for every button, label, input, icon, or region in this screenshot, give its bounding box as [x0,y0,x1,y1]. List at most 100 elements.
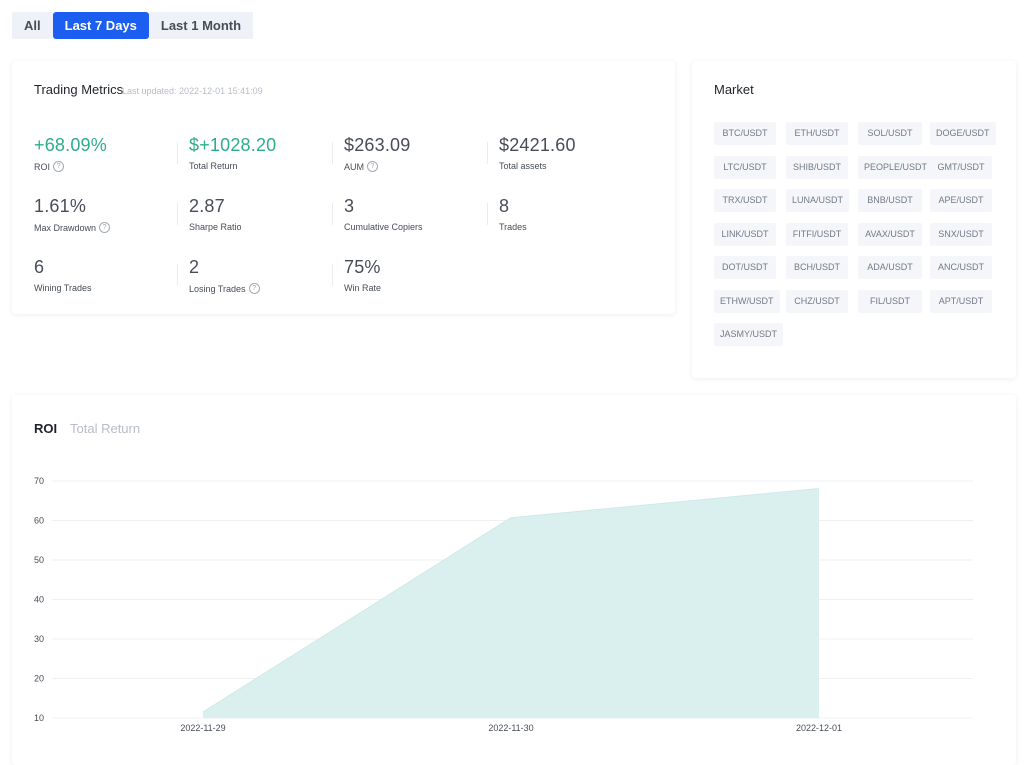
time-filter-bar: All Last 7 Days Last 1 Month [12,12,254,39]
market-pair-fitfi-usdt[interactable]: FITFI/USDT [786,222,848,246]
filter-last-1-month[interactable]: Last 1 Month [148,12,254,39]
metric-sharpe-ratio: 2.87 Sharpe Ratio [177,195,344,237]
market-pair-doge-usdt[interactable]: DOGE/USDT [930,122,996,145]
tab-roi[interactable]: ROI [34,421,58,436]
market-pair-fil-usdt[interactable]: FIL/USDT [858,289,922,313]
market-pair-luna-usdt[interactable]: LUNA/USDT [786,189,850,212]
market-pair-anc-usdt[interactable]: ANC/USDT [930,256,992,279]
market-pair-snx-usdt[interactable]: SNX/USDT [930,222,992,246]
market-pair-jasmy-usdt[interactable]: JASMY/USDT [714,323,784,346]
metric-label-row: AUM? [344,161,499,172]
metric-value: +68.09% [34,135,107,155]
metric-label: AUM [344,161,364,172]
market-pair-ape-usdt[interactable]: APE/USDT [930,189,992,212]
metric-value: $2421.60 [499,135,576,155]
market-pair-avax-usdt[interactable]: AVAX/USDT [858,222,922,246]
market-pair-gmt-usdt[interactable]: GMT/USDT [930,155,992,179]
y-tick-label: 50 [34,555,44,565]
metric-label-row: Wining Trades [34,283,189,293]
metric-label: Total assets [499,161,547,171]
metric-label: ROI [34,161,51,172]
metric-roi: +68.09% ROI? [34,134,189,176]
metric-max-drawdown: 1.61% Max Drawdown? [34,195,189,237]
metric-value: 2.87 [189,196,225,216]
metric-value: $263.09 [344,135,411,155]
metric-divider [332,264,333,286]
metric-wining-trades: 6 Wining Trades [34,256,189,298]
metric-divider [487,203,488,225]
metric-label-row: Losing Trades? [189,283,344,294]
help-icon[interactable]: ? [367,161,378,172]
metric-value: 6 [34,257,45,277]
market-pair-eth-usdt[interactable]: ETH/USDT [786,122,848,145]
market-pair-apt-usdt[interactable]: APT/USDT [930,289,992,313]
metric-cumulative-copiers: 3 Cumulative Copiers [332,195,499,237]
market-pair-shib-usdt[interactable]: SHIB/USDT [786,155,848,179]
x-tick-label: 2022-12-01 [796,723,842,733]
metric-divider [177,203,178,225]
trading-metrics-title: Trading Metrics [34,82,124,97]
filter-last-7-days[interactable]: Last 7 Days [52,12,149,39]
metric-label-row: Total assets [499,161,654,171]
roi-chart-card: ROI Total Return 10 20 30 40 50 60 70 2022-11-2… [12,395,1016,765]
metric-label: Trades [499,222,527,232]
metric-label-row: ROI? [34,161,189,172]
metric-value: $+1028.20 [189,135,277,155]
market-pair-trx-usdt[interactable]: TRX/USDT [714,189,776,212]
metric-divider [332,203,333,225]
metric-losing-trades: 2 Losing Trades? [177,256,344,298]
metric-label-row: Max Drawdown? [34,222,189,233]
market-pair-ltc-usdt[interactable]: LTC/USDT [714,155,776,179]
market-pair-btc-usdt[interactable]: BTC/USDT [714,122,776,145]
market-pair-sol-usdt[interactable]: SOL/USDT [858,122,922,145]
metric-value: 75% [344,257,381,277]
metric-label: Total Return [189,161,238,171]
tab-total-return[interactable]: Total Return [70,421,141,436]
filter-all[interactable]: All [12,12,53,39]
metric-value: 8 [499,196,510,216]
y-tick-label: 60 [34,516,44,526]
roi-line-series [202,488,820,713]
metric-total-return: $+1028.20 Total Return [177,134,344,176]
market-card: Market BTC/USDT ETH/USDT SOL/USDT DOGE/USDT… [692,61,1016,378]
metric-label: Wining Trades [34,283,92,293]
metric-label-row: Sharpe Ratio [189,222,344,232]
market-pair-people-usdt[interactable]: PEOPLE/USDT [858,155,934,179]
metric-label-row: Total Return [189,161,344,171]
metric-label-row: Trades [499,222,654,232]
metric-value: 3 [344,196,355,216]
x-tick-label: 2022-11-30 [488,723,533,733]
metric-label: Losing Trades [189,283,246,294]
market-pair-bch-usdt[interactable]: BCH/USDT [786,256,848,279]
help-icon[interactable]: ? [99,222,111,233]
y-tick-label: 70 [34,476,44,486]
market-pair-chz-usdt[interactable]: CHZ/USDT [786,289,848,313]
x-tick-label: 2022-11-29 [180,723,225,733]
y-tick-label: 30 [34,634,44,644]
trading-metrics-card: Trading Metrics Last updated: 2022-12-01… [12,61,675,314]
metric-value: 2 [189,257,200,277]
metric-value: 1.61% [34,196,87,216]
metric-label-row: Win Rate [344,283,499,293]
metric-aum: $263.09 AUM? [332,134,499,176]
help-icon[interactable]: ? [248,283,260,294]
market-pair-ethw-usdt[interactable]: ETHW/USDT [714,289,780,313]
y-tick-label: 10 [34,713,44,723]
market-pair-ada-usdt[interactable]: ADA/USDT [858,256,922,279]
metric-win-rate: 75% Win Rate [332,256,499,298]
metric-total-assets: $2421.60 Total assets [487,134,654,176]
market-pair-link-usdt[interactable]: LINK/USDT [714,222,776,246]
metric-label-row: Cumulative Copiers [344,222,499,232]
metric-label: Win Rate [344,283,382,293]
metric-divider [332,142,333,164]
y-tick-label: 40 [34,595,44,605]
market-pair-dot-usdt[interactable]: DOT/USDT [714,256,776,279]
metric-label: Sharpe Ratio [189,222,242,232]
market-pair-bnb-usdt[interactable]: BNB/USDT [858,189,922,212]
metric-divider [487,142,488,164]
last-updated-text: Last updated: 2022-12-01 15:41:09 [122,86,263,96]
roi-area-chart: 10 20 30 40 50 60 70 2022-11-29 2022-11-30 2022-1… [34,476,973,733]
metric-label: Max Drawdown [34,222,97,233]
roi-area-series [203,488,819,718]
help-icon[interactable]: ? [53,161,65,172]
